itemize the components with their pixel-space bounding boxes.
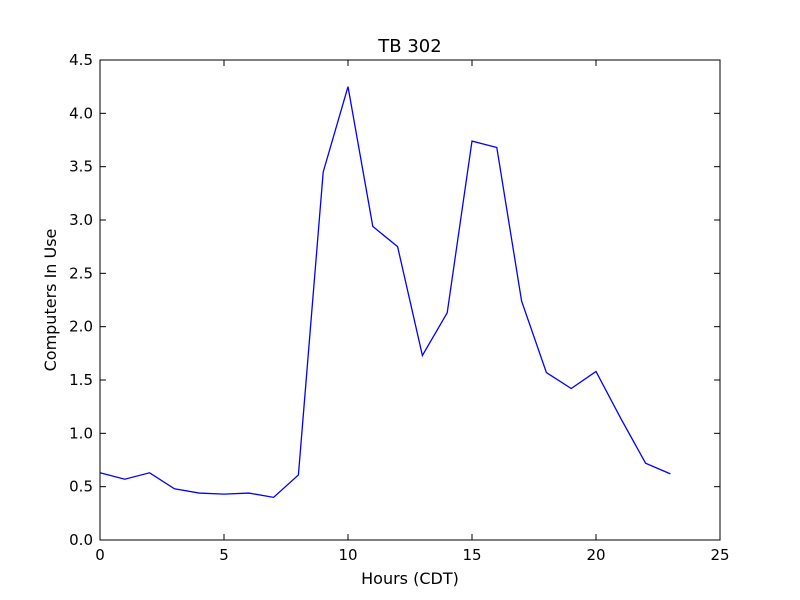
y-tick-label: 2.0 [69, 318, 93, 336]
y-tick-label: 3.5 [69, 158, 93, 176]
x-tick-label: 0 [95, 546, 105, 564]
y-tick-label: 1.0 [69, 424, 93, 442]
chart-title: TB 302 [377, 36, 441, 57]
y-tick-label: 3.0 [69, 211, 93, 229]
x-tick-label: 10 [338, 546, 357, 564]
y-tick-label: 0.0 [69, 531, 93, 549]
x-tick-label: 25 [710, 546, 729, 564]
y-tick-label: 0.5 [69, 478, 93, 496]
x-axis-label: Hours (CDT) [361, 569, 459, 588]
x-tick-label: 15 [462, 546, 481, 564]
y-tick-label: 1.5 [69, 371, 93, 389]
x-tick-label: 20 [586, 546, 605, 564]
y-tick-label: 2.5 [69, 264, 93, 282]
y-axis-label: Computers In Use [41, 229, 60, 372]
series-line-0 [99, 86, 671, 499]
x-tick-label: 5 [219, 546, 229, 564]
y-tick-label: 4.5 [69, 51, 93, 69]
plot-area: 0 5 10 15 20 25 0.0 0.5 1.0 1.5 2.0 2.5 3.0 3.5 4.0 4.5 [69, 51, 729, 564]
y-tick-label: 4.0 [69, 104, 93, 122]
plot-frame [99, 59, 721, 541]
